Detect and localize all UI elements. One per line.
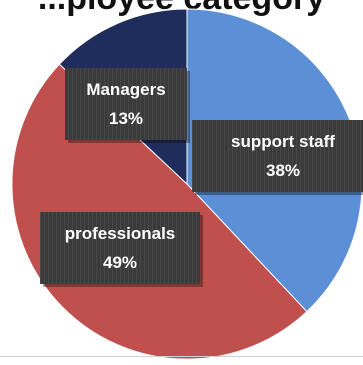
data-label-category: Managers [86,80,165,99]
data-label-support-staff: support staff 38% [192,120,363,195]
data-label-percent: 49% [103,253,137,272]
data-label-managers: Managers 13% [65,68,190,143]
data-label-percent: 13% [109,109,143,128]
chart-title-clip: ...ployee category [0,0,363,20]
data-label-category: professionals [65,224,176,243]
data-label-box [192,120,363,192]
data-label-box [65,68,187,140]
bottom-divider [0,356,363,357]
data-label-professionals: professionals 49% [40,212,203,287]
data-labels: support staff 38% professionals 49% Managers… [40,68,363,287]
data-label-category: support staff [231,132,335,151]
data-label-percent: 38% [266,161,300,180]
chart-title: ...ployee category [0,0,363,18]
data-label-box [40,212,200,284]
